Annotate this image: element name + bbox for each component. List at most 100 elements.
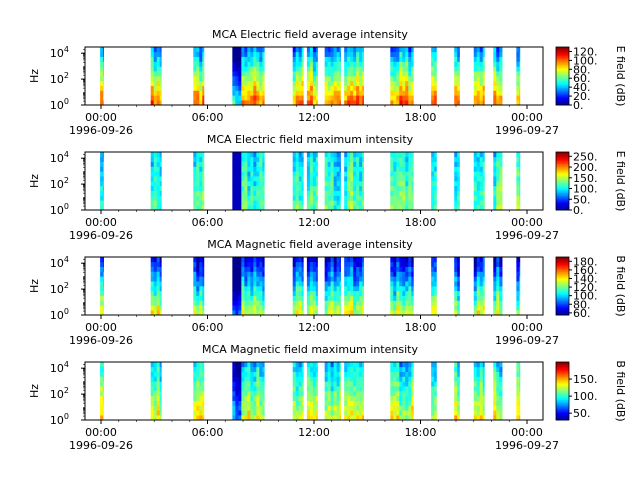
spectrogram-cell	[244, 386, 248, 392]
spectrogram-cell	[356, 366, 360, 372]
colorbar-segment	[556, 163, 569, 166]
colorbar-segment	[556, 304, 569, 307]
spectrogram-cell	[399, 290, 403, 296]
spectrogram-cell	[324, 71, 328, 77]
spectrogram-cell	[330, 80, 334, 86]
spectrogram-cell	[199, 80, 203, 86]
spectrogram-cell	[333, 66, 337, 72]
spectrogram-cell	[235, 381, 239, 387]
colorbar-segment	[556, 306, 569, 309]
colorbar-segment	[556, 167, 569, 170]
spectrogram-cell	[496, 410, 500, 416]
spectrogram-cell	[235, 286, 239, 292]
spectrogram-cell	[359, 61, 363, 67]
spectrogram-cell	[100, 376, 104, 382]
spectrogram-cell	[356, 266, 360, 272]
spectrogram-cell	[399, 257, 403, 263]
spectrogram-cell	[150, 405, 154, 411]
spectrogram-cell	[393, 391, 397, 397]
spectrogram-cell	[344, 371, 348, 377]
spectrogram-cell	[405, 295, 409, 301]
spectrogram-cell	[457, 80, 460, 86]
spectrogram-cell	[476, 266, 481, 272]
spectrogram-cell	[350, 415, 354, 421]
spectrogram-cell	[390, 386, 394, 392]
spectrogram-cell	[199, 90, 203, 96]
spectrogram-cell	[262, 195, 265, 201]
spectrogram-cell	[315, 51, 318, 57]
spectrogram-cell	[496, 80, 500, 86]
spectrogram-cell	[193, 205, 197, 211]
spectrogram-cell	[262, 381, 265, 387]
spectrogram-cell	[238, 171, 242, 177]
spectrogram-cell	[301, 80, 304, 86]
spectrogram-cell	[250, 185, 254, 191]
colorbar-segment	[556, 83, 569, 86]
spectrogram-cell	[390, 362, 394, 368]
spectrogram-cell	[473, 47, 478, 53]
spectrogram-cell	[241, 371, 245, 377]
spectrogram-cell	[309, 205, 314, 211]
spectrogram-cell	[202, 100, 205, 106]
spectrogram-cell	[244, 190, 248, 196]
spectrogram-cell	[408, 381, 412, 387]
spectrogram-cell	[405, 405, 409, 411]
spectrogram	[100, 152, 521, 211]
spectrogram-cell	[336, 386, 340, 392]
spectrogram-cell	[199, 152, 203, 158]
spectrogram-cell	[259, 205, 263, 211]
spectrogram-cell	[359, 185, 363, 191]
spectrogram-cell	[250, 85, 254, 91]
spectrogram-cell	[359, 76, 363, 82]
spectrogram-cell	[259, 156, 263, 162]
spectrogram-cell	[244, 205, 248, 211]
spectrogram-cell	[159, 176, 162, 182]
spectrogram-cell	[390, 195, 394, 201]
colorbar-segment	[556, 265, 569, 268]
spectrogram-cell	[496, 257, 500, 263]
spectrogram-cell	[153, 266, 157, 272]
spectrogram-cell	[259, 181, 263, 187]
spectrogram-cell	[244, 310, 248, 316]
spectrogram-cell	[393, 166, 397, 172]
spectrogram-cell	[519, 300, 521, 306]
spectrogram-cell	[408, 80, 412, 86]
spectrogram-cell	[312, 386, 317, 392]
spectrogram-cell	[399, 200, 403, 206]
spectrogram-cell	[196, 85, 200, 91]
spectrogram-cell	[241, 185, 245, 191]
spectrogram-cell	[402, 376, 406, 382]
spectrogram-cell	[292, 80, 296, 86]
spectrogram-cell	[292, 391, 296, 397]
spectrogram-cell	[156, 362, 160, 368]
spectrogram-cell	[336, 51, 340, 57]
spectrogram-cell	[396, 281, 400, 287]
spectrogram-cell	[499, 266, 503, 272]
spectrogram-cell	[350, 281, 354, 287]
spectrogram-cell	[347, 200, 351, 206]
spectrogram-cell	[499, 371, 503, 377]
spectrogram-cell	[353, 61, 357, 67]
spectrogram-cell	[344, 281, 348, 287]
spectrogram-cell	[353, 290, 357, 296]
spectrogram-cell	[333, 171, 337, 177]
spectrogram-cell	[411, 90, 414, 96]
spectrogram-cell	[347, 381, 351, 387]
spectrogram-cell	[306, 80, 311, 86]
spectrogram-cell	[262, 200, 265, 206]
spectrogram-cell	[333, 195, 337, 201]
spectrogram-cell	[347, 156, 351, 162]
spectrogram-cell	[312, 300, 317, 306]
spectrogram-cell	[457, 261, 460, 267]
spectrogram-cell	[519, 152, 521, 158]
spectrogram-cell	[159, 362, 162, 368]
spectrogram-cell	[408, 371, 412, 377]
spectrogram-cell	[238, 410, 242, 416]
spectrogram-cell	[402, 395, 406, 401]
spectrogram-cell	[356, 100, 360, 106]
spectrogram-cell	[457, 281, 460, 287]
spectrogram-cell	[408, 266, 412, 272]
spectrogram-cell	[339, 185, 341, 191]
spectrogram-cell	[350, 152, 354, 158]
spectrogram-cell	[196, 295, 200, 301]
